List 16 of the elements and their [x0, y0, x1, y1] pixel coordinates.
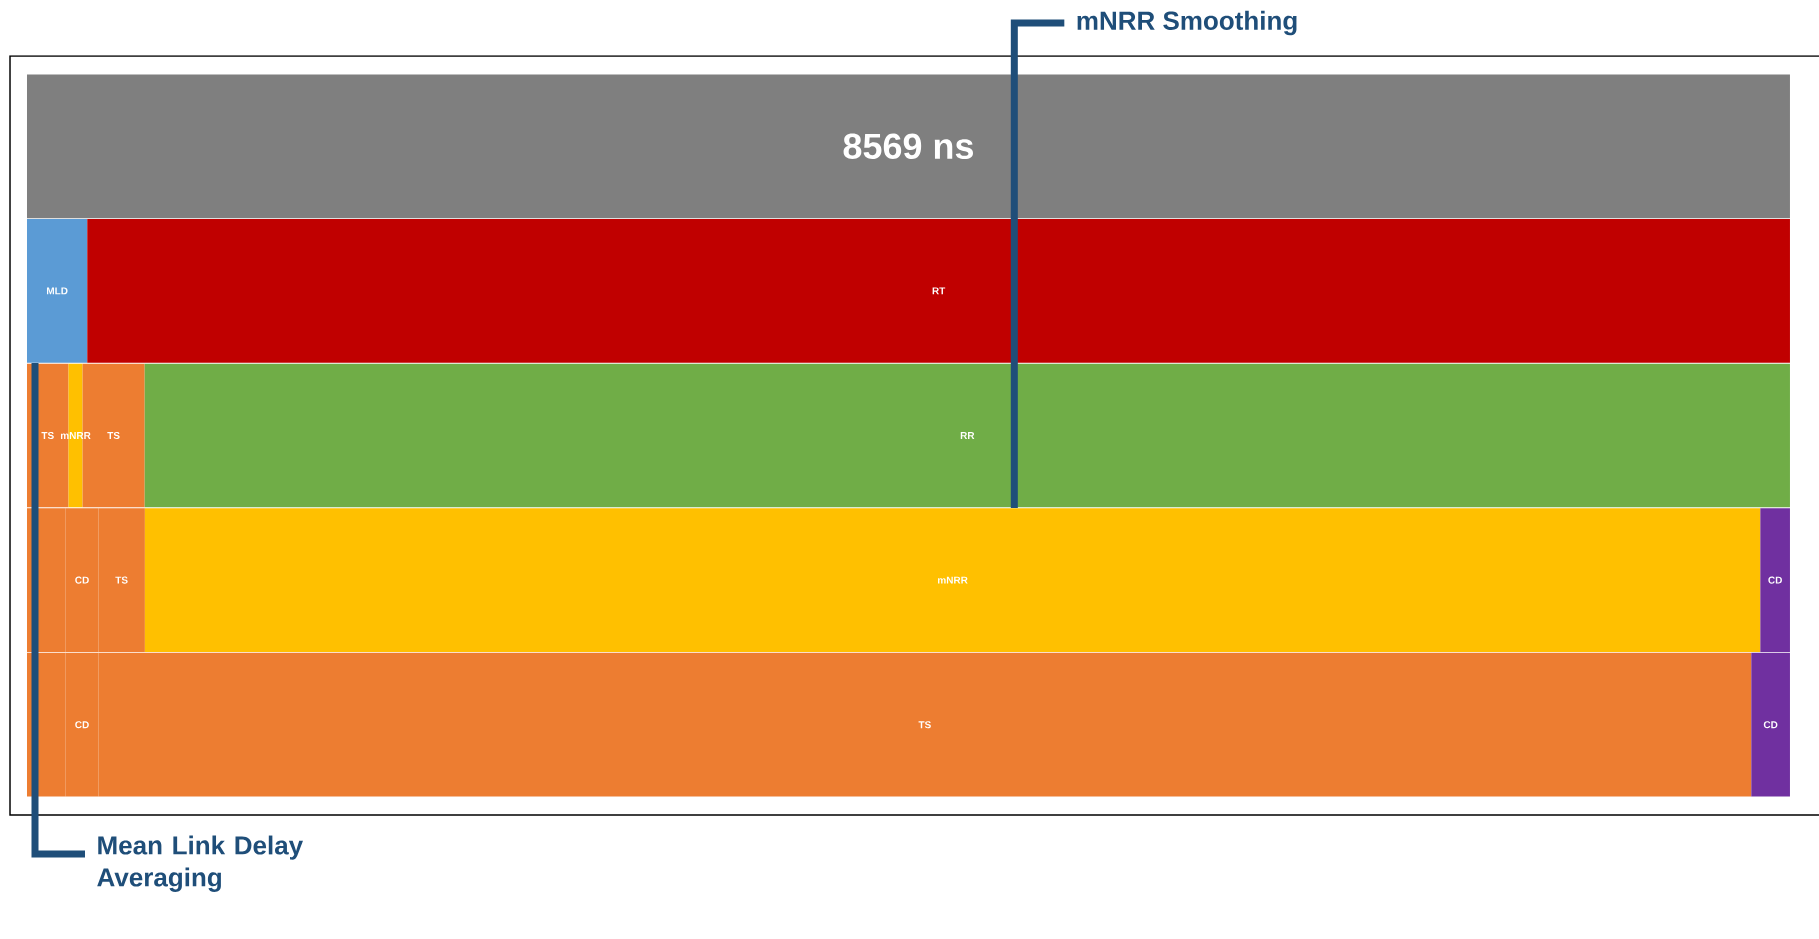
series-label: CD	[75, 721, 89, 729]
text: Mean Link Delay Averaging	[97, 835, 303, 892]
series-label: RR	[960, 432, 975, 439]
data-label: 8569 ns	[843, 133, 973, 160]
series-label: mNRR	[60, 432, 91, 439]
series-label: TS	[115, 576, 128, 584]
series-label: CD	[1763, 721, 1778, 729]
series-label: TS	[107, 431, 120, 440]
series-label: RT	[932, 287, 946, 295]
series-label: TS	[41, 431, 54, 440]
series-label: CD	[1768, 576, 1782, 584]
series-label: mNRR	[937, 576, 968, 584]
series-label: CD	[75, 576, 89, 584]
series-label: TS	[918, 721, 931, 729]
series-label: MLD	[46, 287, 68, 295]
text: mNRR Smoothing	[1077, 10, 1297, 36]
